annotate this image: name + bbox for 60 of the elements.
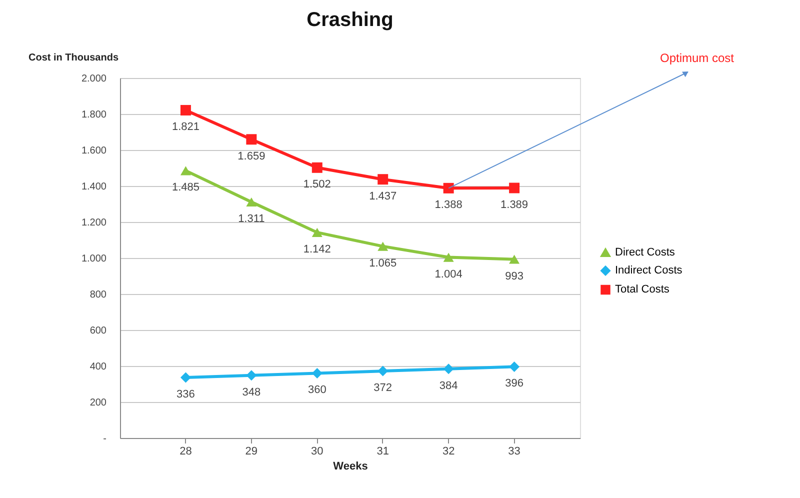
y-tick-label: 1.600 [81, 146, 107, 156]
data-label: 348 [242, 386, 261, 398]
y-tick-label: 600 [90, 326, 107, 336]
data-label: 1.485 [172, 182, 200, 194]
legend-label: Indirect Costs [615, 264, 683, 277]
point [509, 254, 520, 264]
x-tick-label: 32 [442, 446, 455, 458]
data-label: 336 [176, 388, 195, 401]
point [378, 242, 388, 251]
data-label: 1.065 [369, 257, 397, 270]
point [180, 166, 191, 176]
legend-label: Direct Costs [615, 246, 676, 259]
point [312, 228, 322, 237]
y-tick-label: 2.000 [81, 74, 107, 84]
data-label: 1.311 [238, 213, 265, 226]
x-tick-label: 31 [376, 446, 389, 458]
data-label: 360 [308, 384, 326, 396]
data-label: 1.004 [434, 268, 462, 280]
data-label: 384 [439, 380, 458, 392]
point [312, 162, 322, 173]
data-label: 1.659 [238, 150, 266, 162]
point [509, 361, 520, 372]
point [378, 366, 388, 376]
point [246, 370, 257, 381]
data-label: 1.502 [303, 178, 331, 191]
point [180, 104, 191, 116]
point [246, 134, 257, 145]
point [180, 372, 191, 383]
annotation: Optimum cost [660, 51, 735, 65]
data-label: 1.437 [369, 190, 397, 202]
chart-title: Crashing [306, 9, 394, 31]
data-label: 1.142 [303, 243, 331, 256]
x-tick-label: 33 [508, 446, 520, 458]
data-label: 396 [505, 378, 524, 390]
data-label: 1.388 [434, 199, 462, 212]
y-axis-title: Cost in Thousands [28, 52, 119, 64]
data-label: 372 [374, 382, 392, 394]
x-tick-label: 28 [180, 446, 192, 458]
y-tick-label: 1.800 [81, 110, 107, 120]
data-label: 1.389 [500, 198, 528, 211]
x-axis-title: Weeks [333, 460, 368, 472]
y-tick-label: 1.000 [81, 254, 107, 264]
point [443, 364, 454, 374]
y-tick-label: 1.400 [81, 182, 107, 192]
point [443, 252, 454, 262]
x-tick-label: 30 [311, 446, 324, 458]
x-tick-label: 29 [245, 446, 258, 458]
point [509, 182, 520, 194]
y-tick-label: 200 [90, 398, 107, 408]
y-tick-label: 800 [90, 290, 107, 300]
point [312, 368, 322, 378]
point [246, 197, 257, 207]
legend-label: Total Costs [615, 284, 670, 296]
point [443, 182, 454, 194]
y-tick-label: - [103, 434, 106, 444]
y-tick-label: 1.200 [81, 218, 107, 228]
data-label: 993 [505, 270, 524, 282]
point [378, 174, 388, 185]
data-label: 1.821 [172, 121, 200, 134]
y-tick-label: 400 [90, 362, 107, 372]
